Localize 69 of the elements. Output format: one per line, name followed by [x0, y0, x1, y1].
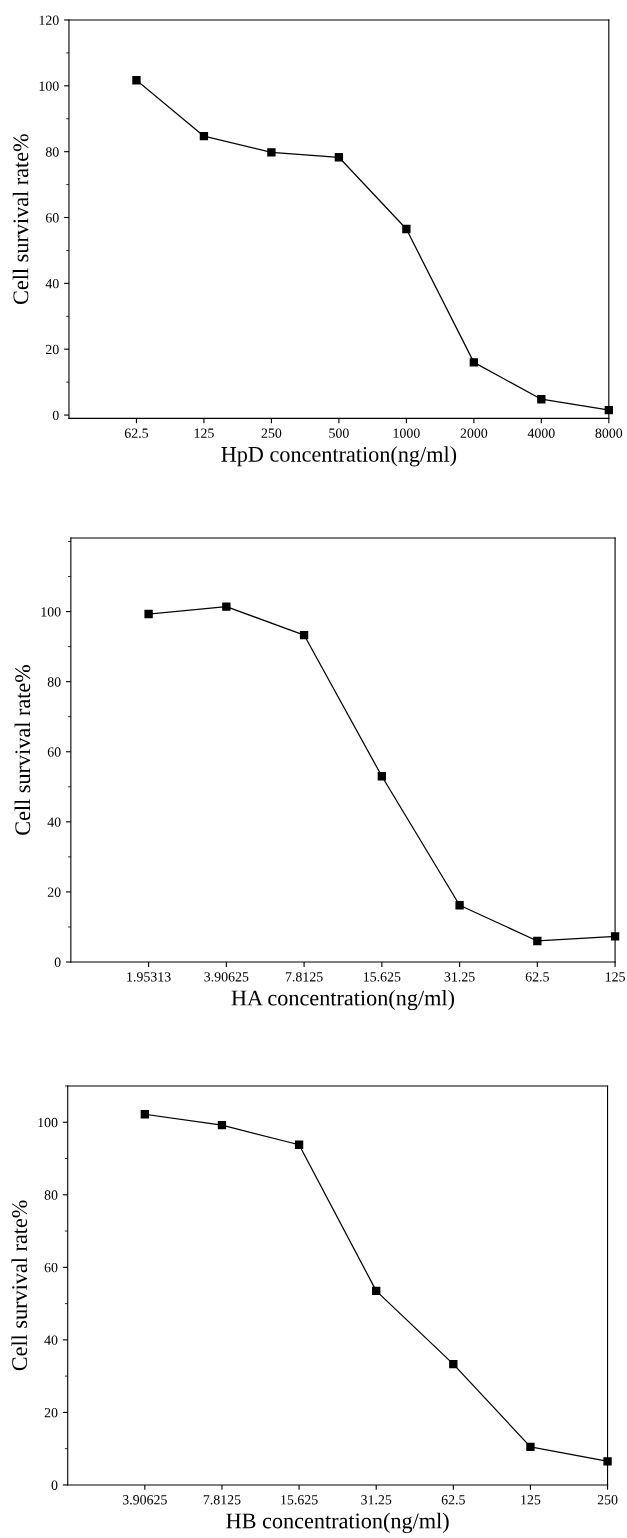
point — [372, 1286, 381, 1296]
point — [217, 1120, 227, 1130]
x-tick-label: 500 — [329, 428, 349, 438]
x-tick-label: 31.25 — [444, 972, 475, 982]
point — [294, 1140, 304, 1149]
x-tick-label: 1000 — [393, 428, 420, 438]
x-axis-title: HA concentration(ng/ml) — [231, 989, 454, 1011]
point — [334, 153, 344, 162]
y-tick-label: 60 — [45, 213, 59, 223]
x-tick-label: 250 — [597, 1495, 618, 1505]
y-axis-title: Cell survival rate% — [14, 664, 31, 835]
y-tick-label: 60 — [44, 1262, 58, 1273]
y-tick-label: 40 — [47, 817, 61, 827]
y-tick-label: 100 — [39, 81, 59, 91]
x-tick-label: 125 — [194, 428, 214, 438]
y-tick-label: 80 — [45, 147, 59, 157]
point — [533, 936, 542, 946]
point — [132, 76, 141, 85]
x-axis-title: HpD concentration(ng/ml) — [221, 446, 457, 467]
point — [469, 358, 479, 367]
x-tick-label: 8000 — [595, 428, 623, 438]
y-tick-label: 80 — [44, 1190, 58, 1200]
x-tick-label: 7.8125 — [285, 972, 323, 982]
x-tick-label: 125 — [605, 972, 625, 982]
x-tick-label: 125 — [521, 1495, 541, 1505]
y-tick-label: 0 — [51, 1480, 58, 1490]
point — [537, 395, 546, 404]
point — [222, 602, 231, 611]
y-tick-label: 40 — [45, 278, 59, 289]
x-tick-label: 1.95313 — [127, 972, 171, 982]
point — [199, 132, 209, 141]
x-tick-label: 2000 — [460, 428, 488, 438]
point — [267, 148, 276, 157]
point — [144, 609, 153, 619]
y-tick-label: 0 — [54, 957, 61, 967]
y-tick-label: 0 — [52, 410, 59, 420]
y-tick-label: 20 — [45, 344, 59, 355]
x-axis-title: HB concentration(ng/ml) — [226, 1512, 449, 1534]
x-tick-label: 15.625 — [281, 1495, 318, 1505]
point — [604, 405, 613, 415]
x-tick-label: 3.90625 — [122, 1495, 167, 1505]
x-tick-label: 3.90625 — [204, 972, 249, 982]
y-tick-label: 120 — [39, 15, 59, 25]
point — [610, 932, 620, 941]
y-tick-label: 20 — [47, 887, 61, 897]
y-tick-label: 100 — [41, 607, 61, 617]
y-tick-label: 80 — [47, 677, 61, 687]
x-tick-label: 62.5 — [124, 428, 149, 438]
y-tick-label: 100 — [38, 1117, 58, 1128]
y-tick-label: 20 — [44, 1407, 58, 1418]
point — [603, 1457, 612, 1466]
point — [299, 630, 309, 640]
y-tick-label: 40 — [44, 1335, 58, 1345]
y-axis-title: Cell survival rate% — [12, 134, 29, 305]
point — [455, 901, 464, 910]
y-tick-label: 60 — [47, 747, 61, 757]
point — [377, 772, 387, 781]
point — [449, 1359, 458, 1369]
x-tick-label: 4000 — [527, 428, 555, 438]
y-axis-title: Cell survival rate% — [11, 1200, 28, 1371]
x-tick-label: 7.8125 — [203, 1495, 241, 1505]
x-tick-label: 15.625 — [363, 972, 401, 982]
x-tick-label: 31.25 — [361, 1495, 392, 1505]
x-tick-label: 62.5 — [441, 1495, 465, 1505]
point — [402, 224, 411, 234]
x-tick-label: 62.5 — [525, 972, 549, 982]
point — [140, 1110, 150, 1119]
x-tick-label: 250 — [261, 428, 282, 438]
point — [526, 1442, 535, 1452]
